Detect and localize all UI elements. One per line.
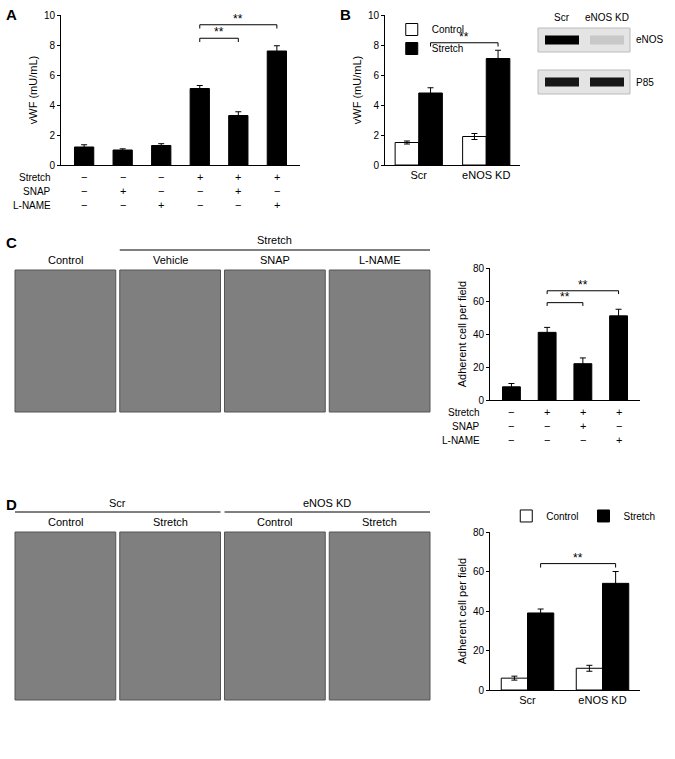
svg-text:vWF (mU/mL): vWF (mU/mL) xyxy=(27,56,39,124)
svg-text:60: 60 xyxy=(473,296,485,307)
svg-text:−: − xyxy=(81,199,87,211)
svg-text:Stretch: Stretch xyxy=(257,234,292,246)
svg-text:80: 80 xyxy=(473,263,485,274)
svg-text:−: − xyxy=(81,185,87,197)
svg-text:Stretch: Stretch xyxy=(362,516,397,528)
svg-text:6: 6 xyxy=(49,70,55,81)
svg-text:P85: P85 xyxy=(636,77,654,88)
svg-text:**: ** xyxy=(560,290,570,304)
svg-text:−: − xyxy=(544,420,550,432)
svg-text:0: 0 xyxy=(478,685,484,696)
svg-text:**: ** xyxy=(214,25,224,39)
svg-text:0: 0 xyxy=(478,395,484,406)
svg-text:4: 4 xyxy=(49,100,55,111)
svg-text:−: − xyxy=(616,420,622,432)
svg-text:+: + xyxy=(544,406,550,418)
svg-text:L-NAME: L-NAME xyxy=(359,254,401,266)
svg-text:Scr: Scr xyxy=(519,694,536,706)
svg-text:−: − xyxy=(544,434,550,446)
svg-text:Stretch: Stretch xyxy=(153,516,188,528)
svg-text:Control: Control xyxy=(546,511,578,522)
svg-text:−: − xyxy=(508,420,514,432)
svg-text:+: + xyxy=(616,434,622,446)
svg-text:−: − xyxy=(158,185,164,197)
svg-text:C: C xyxy=(6,234,17,251)
svg-text:−: − xyxy=(197,185,203,197)
svg-text:SNAP: SNAP xyxy=(23,186,51,197)
svg-text:eNOS KD: eNOS KD xyxy=(462,169,510,181)
svg-text:Adherent cell per field: Adherent cell per field xyxy=(456,281,468,387)
svg-text:Control: Control xyxy=(257,516,292,528)
svg-text:0: 0 xyxy=(49,160,55,171)
svg-text:Scr: Scr xyxy=(554,12,570,23)
svg-text:Adherent cell per field: Adherent cell per field xyxy=(456,558,468,664)
svg-text:Stretch: Stretch xyxy=(432,43,464,54)
svg-text:8: 8 xyxy=(49,40,55,51)
svg-text:0: 0 xyxy=(373,160,379,171)
svg-text:L-NAME: L-NAME xyxy=(13,200,51,211)
svg-text:+: + xyxy=(235,171,241,183)
svg-text:Stretch: Stretch xyxy=(624,511,656,522)
svg-text:−: − xyxy=(508,434,514,446)
svg-text:Scr: Scr xyxy=(109,497,126,509)
svg-text:Stretch: Stretch xyxy=(19,172,51,183)
svg-text:SNAP: SNAP xyxy=(260,254,290,266)
svg-text:4: 4 xyxy=(373,100,379,111)
svg-text:−: − xyxy=(235,199,241,211)
svg-text:Control: Control xyxy=(48,254,83,266)
svg-text:−: − xyxy=(580,434,586,446)
svg-text:−: − xyxy=(508,406,514,418)
svg-text:40: 40 xyxy=(473,329,485,340)
svg-text:L-NAME: L-NAME xyxy=(442,435,480,446)
svg-text:Stretch: Stretch xyxy=(448,407,480,418)
svg-text:eNOS KD: eNOS KD xyxy=(585,12,629,23)
svg-text:2: 2 xyxy=(373,130,379,141)
svg-text:6: 6 xyxy=(373,70,379,81)
svg-text:10: 10 xyxy=(368,10,380,21)
svg-text:2: 2 xyxy=(49,130,55,141)
svg-text:+: + xyxy=(274,171,280,183)
svg-text:8: 8 xyxy=(373,40,379,51)
svg-text:+: + xyxy=(274,199,280,211)
svg-text:40: 40 xyxy=(473,606,485,617)
svg-text:+: + xyxy=(616,406,622,418)
svg-text:**: ** xyxy=(573,551,583,565)
svg-text:−: − xyxy=(197,199,203,211)
svg-text:**: ** xyxy=(459,30,469,44)
svg-text:eNOS: eNOS xyxy=(636,34,664,45)
svg-text:−: − xyxy=(120,171,126,183)
svg-text:20: 20 xyxy=(473,362,485,373)
svg-text:**: ** xyxy=(578,278,588,292)
svg-text:A: A xyxy=(6,6,17,23)
svg-text:60: 60 xyxy=(473,566,485,577)
svg-text:−: − xyxy=(81,171,87,183)
svg-text:SNAP: SNAP xyxy=(452,421,480,432)
svg-text:eNOS KD: eNOS KD xyxy=(303,497,351,509)
svg-text:Control: Control xyxy=(432,24,464,35)
svg-text:20: 20 xyxy=(473,645,485,656)
svg-text:+: + xyxy=(120,185,126,197)
svg-text:eNOS KD: eNOS KD xyxy=(578,694,626,706)
svg-text:Scr: Scr xyxy=(411,169,428,181)
svg-text:Control: Control xyxy=(48,516,83,528)
svg-text:Vehicle: Vehicle xyxy=(153,254,188,266)
svg-text:+: + xyxy=(158,199,164,211)
svg-text:+: + xyxy=(197,171,203,183)
svg-text:10: 10 xyxy=(44,10,56,21)
svg-text:**: ** xyxy=(233,12,243,26)
svg-text:B: B xyxy=(340,6,351,23)
svg-text:D: D xyxy=(6,496,17,513)
svg-text:−: − xyxy=(274,185,280,197)
svg-text:80: 80 xyxy=(473,527,485,538)
svg-text:+: + xyxy=(235,185,241,197)
svg-text:−: − xyxy=(158,171,164,183)
svg-text:+: + xyxy=(580,406,586,418)
svg-text:vWF (mU/mL): vWF (mU/mL) xyxy=(351,56,363,124)
svg-text:+: + xyxy=(580,420,586,432)
svg-text:−: − xyxy=(120,199,126,211)
